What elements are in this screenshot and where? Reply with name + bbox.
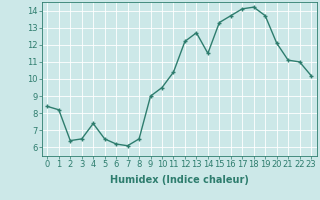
X-axis label: Humidex (Indice chaleur): Humidex (Indice chaleur) — [110, 175, 249, 185]
